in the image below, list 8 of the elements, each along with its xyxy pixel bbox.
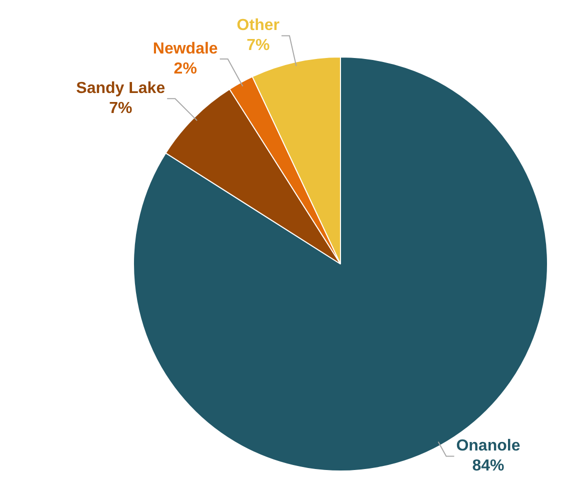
data-label: 2% (174, 60, 197, 78)
data-label: 7% (109, 100, 132, 118)
slice-label: Sandy Lake (76, 80, 166, 98)
slice-label: Onanole (456, 438, 520, 455)
slice-label: Other (236, 17, 280, 34)
data-label: 84% (472, 458, 504, 475)
data-label: 7% (246, 37, 270, 54)
slice-label: Newdale (152, 40, 218, 58)
